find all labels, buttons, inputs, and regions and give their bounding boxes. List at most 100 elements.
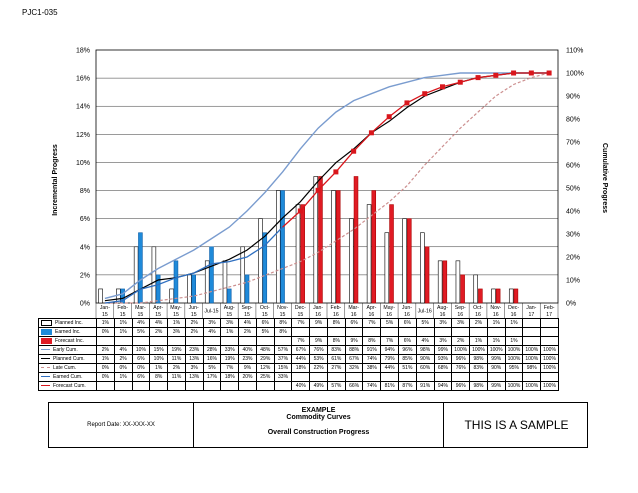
table-cell: 2% [184, 327, 204, 337]
x-tick-label: Nov- [490, 305, 501, 311]
y-tick-label: 8% [80, 188, 90, 195]
table-cell [220, 336, 240, 346]
table-cell: 96% [398, 345, 417, 355]
earned-inc-bar [227, 288, 232, 304]
table-cell: 49% [309, 381, 328, 391]
forecast-cum-point [297, 208, 303, 214]
y-tick-label: 16% [76, 76, 90, 83]
planned-inc-bar [187, 274, 192, 304]
x-tick-label: Jun- [402, 305, 412, 311]
legend-swatch [41, 337, 52, 344]
table-cell [540, 336, 559, 346]
x-tick-label: Sep- [242, 305, 253, 311]
table-cell: 6% [131, 372, 151, 382]
table-cell: 100% [540, 345, 559, 355]
table-cell: 1% [504, 336, 524, 346]
x-tick-label: 15 [244, 312, 250, 318]
row-label: Earned Inc. [55, 329, 81, 335]
table-cell: 53% [309, 354, 328, 364]
row-header: Late Cum. [38, 363, 97, 373]
report-title: Overall Construction Progress [267, 429, 370, 436]
table-cell [96, 336, 115, 346]
table-cell: 5% [255, 327, 275, 337]
x-tick-label: Dec- [295, 305, 306, 311]
table-row: Forecast Cum. 40% 49% 57% 66% 74% 81% 87% 91% 94%… [38, 381, 559, 391]
x-tick-label: Nov- [277, 305, 288, 311]
table-cell [255, 381, 275, 391]
table-cell [504, 372, 524, 382]
table-cell: 0% [131, 363, 151, 373]
table-cell: 61% [326, 354, 346, 364]
legend-swatch [41, 367, 50, 369]
table-cell: 100% [504, 381, 524, 391]
earned-inc-bar [138, 232, 143, 304]
y2-tick-label: 30% [566, 232, 580, 239]
table-cell [149, 336, 169, 346]
table-cell: 100% [469, 345, 488, 355]
y2-tick-label: 110% [566, 48, 583, 55]
forecast-cum-point [475, 75, 481, 81]
table-cell: 98% [522, 363, 542, 373]
early-cum-line [104, 72, 550, 300]
table-cell [220, 381, 240, 391]
table-cell: 1% [149, 363, 169, 373]
x-tick-label: Mar- [348, 305, 359, 311]
table-cell: 99% [433, 345, 453, 355]
table-cell [522, 327, 542, 337]
y-tick-label: 4% [80, 244, 90, 251]
forecast-cum-point [528, 70, 534, 76]
y-tick-label: 10% [76, 160, 90, 167]
table-cell: 23% [184, 345, 204, 355]
x-tick-label: Apr- [153, 305, 163, 311]
row-header: Planned Inc. [38, 318, 97, 328]
x-tick-label: 16 [315, 312, 321, 318]
x-tick-label: 15 [280, 312, 286, 318]
table-cell: 100% [504, 354, 524, 364]
x-tick-label: Mar- [135, 305, 146, 311]
table-cell [398, 327, 417, 337]
table-cell: 90% [486, 363, 506, 373]
table-cell: 7% [291, 318, 311, 328]
table-cell [433, 372, 453, 382]
planned-inc-bar [240, 246, 245, 304]
y-tick-label: 14% [76, 104, 90, 111]
x-tick-label: 15 [262, 312, 268, 318]
x-tick-label: 16 [351, 312, 357, 318]
table-row: Earned Cum. 0% 1% 6% 8% 11% 13% 17% 18% 20% 25% 33% [38, 372, 559, 382]
x-tick-label: 15 [102, 312, 108, 318]
planned-cum-line [104, 72, 550, 302]
table-cell: 2% [238, 327, 257, 337]
y2-tick-label: 100% [566, 71, 584, 78]
table-cell [540, 318, 559, 328]
table-cell: 88% [344, 345, 364, 355]
table-cell [113, 381, 133, 391]
planned-inc-bar [384, 232, 390, 304]
x-tick-label: 16 [457, 312, 463, 318]
planned-inc-bar [133, 246, 139, 304]
table-cell: 83% [469, 363, 488, 373]
planned-inc-bar [222, 260, 228, 304]
legend-swatch [41, 319, 52, 326]
table-cell: 79% [380, 354, 400, 364]
table-cell [184, 336, 204, 346]
table-cell [522, 372, 542, 382]
table-cell [362, 327, 382, 337]
planned-inc-bar [276, 190, 281, 304]
forecast-cum-point [351, 148, 357, 154]
table-cell [167, 336, 186, 346]
table-cell [309, 327, 328, 337]
table-cell: 9% [309, 318, 328, 328]
table-cell: 18% [220, 372, 240, 382]
x-tick-label: May- [170, 305, 182, 311]
table-cell: 87% [398, 381, 417, 391]
table-cell: 6% [398, 318, 417, 328]
row-header: Forecast Inc. [38, 336, 97, 346]
table-cell [291, 372, 311, 382]
table-cell: 1% [486, 336, 506, 346]
table-cell: 57% [273, 345, 293, 355]
table-cell: 7% [380, 336, 400, 346]
table-cell [149, 381, 169, 391]
x-tick-label: 16 [440, 312, 446, 318]
table-cell [433, 327, 453, 337]
legend-swatch [41, 376, 50, 378]
